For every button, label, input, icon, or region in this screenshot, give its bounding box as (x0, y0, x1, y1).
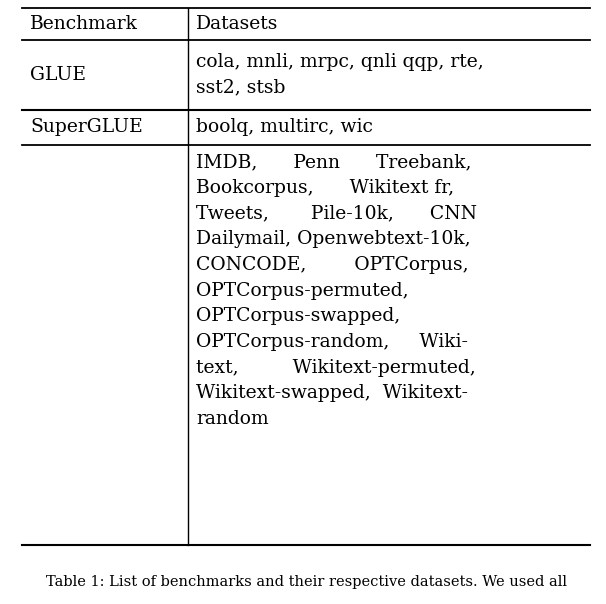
Text: boolq, multirc, wic: boolq, multirc, wic (196, 118, 373, 137)
Text: GLUE: GLUE (30, 66, 86, 84)
Text: cola, mnli, mrpc, qnli qqp, rte,
sst2, stsb: cola, mnli, mrpc, qnli qqp, rte, sst2, s… (196, 53, 484, 97)
Text: Table 1: List of benchmarks and their respective datasets. We used all: Table 1: List of benchmarks and their re… (45, 575, 567, 589)
Text: Benchmark: Benchmark (30, 15, 138, 33)
Text: SuperGLUE: SuperGLUE (30, 118, 143, 137)
Text: IMDB,      Penn      Treebank,
Bookcorpus,      Wikitext fr,
Tweets,       Pile-: IMDB, Penn Treebank, Bookcorpus, Wikitex… (196, 153, 477, 428)
Text: Datasets: Datasets (196, 15, 278, 33)
